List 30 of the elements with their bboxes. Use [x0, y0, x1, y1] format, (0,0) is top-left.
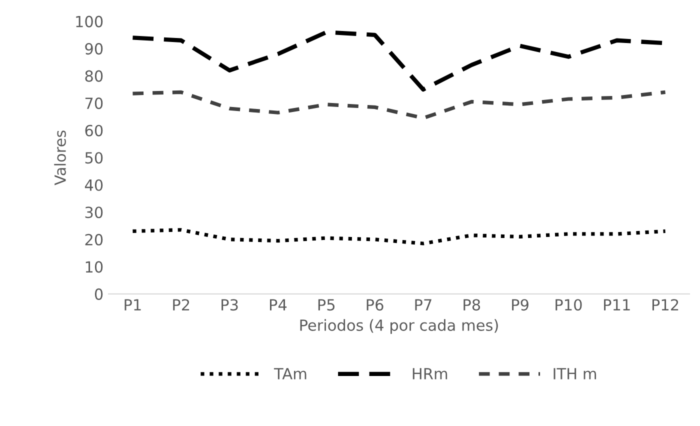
y-tick-label: 30	[85, 206, 103, 218]
x-tick-label: P4	[270, 299, 287, 310]
x-tick-label: P8	[464, 299, 480, 311]
x-tick-label: P3	[222, 299, 238, 311]
x-tick-label: P9	[512, 299, 528, 311]
y-tick-label: 20	[85, 234, 103, 246]
x-tick-label: P1	[124, 299, 141, 310]
legend-label: HRm	[412, 368, 448, 380]
y-tick-label: 80	[85, 70, 103, 82]
y-tick-label: 100	[76, 16, 103, 28]
x-tick-label: P12	[652, 299, 678, 310]
y-tick-label: 40	[84, 179, 103, 191]
y-tick-label: 70	[85, 98, 103, 110]
x-tick-label: P2	[173, 299, 190, 310]
x-tick-label: P7	[415, 299, 432, 310]
x-tick-label: P10	[556, 299, 582, 311]
line-series	[130, 228, 668, 246]
legend-label: TAm	[274, 368, 306, 380]
line-series	[130, 90, 668, 120]
x-tick-label: P5	[318, 299, 335, 311]
y-tick-label: 90	[85, 43, 103, 55]
y-tick-label: 50	[85, 152, 103, 164]
x-tick-label: P11	[604, 299, 630, 310]
x-axis-title: Periodos (4 por cada mes)	[300, 319, 498, 334]
legend-label: ITH m	[554, 368, 596, 380]
y-axis-title: Valores	[54, 130, 66, 186]
y-tick-label: 10	[86, 261, 103, 273]
x-tick-label: P6	[366, 299, 384, 311]
y-tick-label: 0	[94, 288, 103, 300]
y-tick-label: 60	[85, 124, 103, 136]
